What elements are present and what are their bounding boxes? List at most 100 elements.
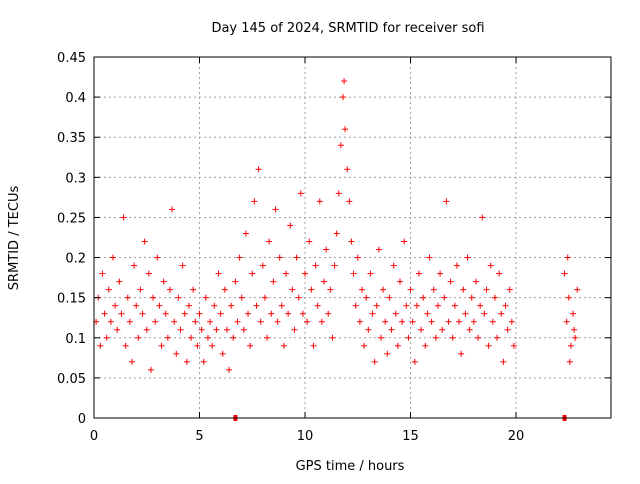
data-point xyxy=(173,350,180,357)
data-point xyxy=(268,310,275,317)
data-point xyxy=(506,286,513,293)
chart-title: Day 145 of 2024, SRMTID for receiver sof… xyxy=(211,21,484,36)
data-point xyxy=(230,334,237,341)
data-point xyxy=(504,326,511,333)
data-point xyxy=(293,254,300,261)
x-tick-label: 15 xyxy=(402,429,419,444)
x-axis-label: GPS time / hours xyxy=(296,459,405,474)
data-point xyxy=(373,302,380,309)
data-point xyxy=(432,334,439,341)
data-point xyxy=(226,366,233,373)
data-point xyxy=(198,326,205,333)
data-point xyxy=(564,254,571,261)
data-point xyxy=(137,286,144,293)
data-point xyxy=(131,262,138,269)
data-point xyxy=(388,326,395,333)
data-point xyxy=(166,286,173,293)
data-point xyxy=(162,310,169,317)
data-point xyxy=(321,278,328,285)
data-point xyxy=(420,294,427,301)
data-point xyxy=(160,278,167,285)
data-point xyxy=(234,318,241,325)
data-point xyxy=(280,342,287,349)
data-point xyxy=(566,358,573,365)
data-point xyxy=(179,262,186,269)
data-point xyxy=(443,198,450,205)
data-point xyxy=(156,302,163,309)
data-point xyxy=(367,270,374,277)
data-point xyxy=(494,334,501,341)
data-point xyxy=(287,222,294,229)
y-axis-label: SRMTID / TECUs xyxy=(7,186,22,291)
data-point xyxy=(470,318,477,325)
y-tick-label: 0.3 xyxy=(65,171,86,186)
data-point xyxy=(439,326,446,333)
data-point xyxy=(375,246,382,253)
data-point xyxy=(323,246,330,253)
data-point xyxy=(200,358,207,365)
data-point xyxy=(97,342,104,349)
x-tick-label: 5 xyxy=(195,429,203,444)
data-point xyxy=(276,254,283,261)
data-point xyxy=(240,326,247,333)
data-point xyxy=(247,342,254,349)
data-point xyxy=(447,278,454,285)
data-point xyxy=(409,318,416,325)
data-point xyxy=(413,302,420,309)
data-point xyxy=(561,270,568,277)
data-point xyxy=(255,166,262,173)
data-point xyxy=(462,310,469,317)
data-point xyxy=(312,262,319,269)
data-point xyxy=(489,318,496,325)
data-point xyxy=(496,270,503,277)
data-point xyxy=(101,310,108,317)
data-point xyxy=(202,294,209,301)
data-point xyxy=(99,270,106,277)
data-point xyxy=(571,326,578,333)
data-point xyxy=(190,286,197,293)
data-point xyxy=(270,278,277,285)
data-point xyxy=(508,318,515,325)
plot-frame xyxy=(93,56,612,419)
data-point xyxy=(437,270,444,277)
data-point xyxy=(308,286,315,293)
data-point xyxy=(194,342,201,349)
data-point xyxy=(341,78,348,85)
data-point xyxy=(358,286,365,293)
data-point xyxy=(116,278,123,285)
data-point xyxy=(297,190,304,197)
data-point xyxy=(259,262,266,269)
data-point xyxy=(348,238,355,245)
data-point xyxy=(325,310,332,317)
data-point xyxy=(384,350,391,357)
data-point xyxy=(354,254,361,261)
data-point xyxy=(105,286,112,293)
data-point xyxy=(392,310,399,317)
data-point xyxy=(356,318,363,325)
data-point xyxy=(103,334,110,341)
data-point xyxy=(139,310,146,317)
data-point xyxy=(185,302,192,309)
data-point xyxy=(441,294,448,301)
data-point xyxy=(371,358,378,365)
y-tick-label: 0.15 xyxy=(57,292,86,307)
data-point xyxy=(283,270,290,277)
data-point xyxy=(380,286,387,293)
data-point xyxy=(171,318,178,325)
axis-ticks: 0 5 10 15 20 0 0.05 0.1 0.15 0.2 0.25 0.3 0.35 0.4 0.4… xyxy=(57,51,611,444)
data-point xyxy=(147,366,154,373)
data-point xyxy=(223,326,230,333)
data-point xyxy=(369,310,376,317)
data-point xyxy=(479,214,486,221)
data-point xyxy=(403,302,410,309)
data-point xyxy=(468,294,475,301)
data-point xyxy=(109,254,116,261)
data-point xyxy=(377,334,384,341)
data-point xyxy=(242,230,249,237)
data-point xyxy=(563,318,570,325)
data-point xyxy=(428,318,435,325)
data-point xyxy=(124,294,131,301)
data-point xyxy=(278,302,285,309)
data-point xyxy=(266,238,273,245)
data-point xyxy=(316,198,323,205)
